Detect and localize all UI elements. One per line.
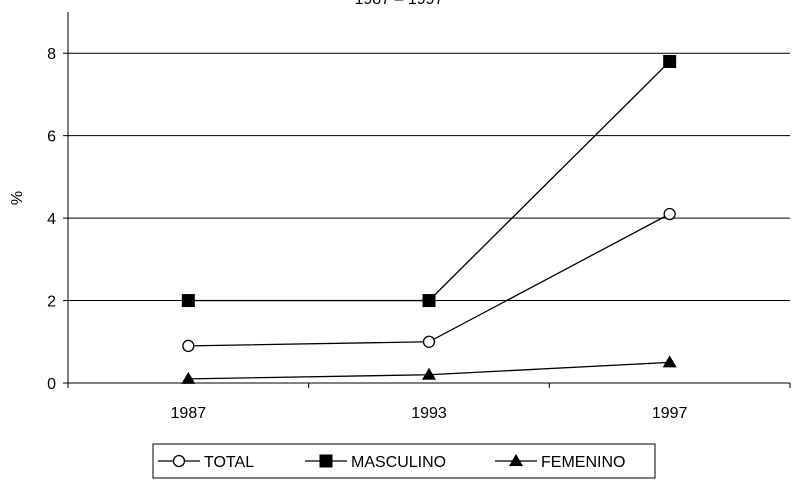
y-tick-label-8: 8 [47,46,56,63]
y-tick-labels: 0 2 4 6 8 [47,46,56,393]
x-tick-labels: 1987 1993 1997 [171,405,688,422]
point-masculino-1987 [181,294,195,308]
legend-box [152,443,656,479]
legend: TOTAL MASCULINO FEMENINO [152,443,656,479]
x-tick-label-1987: 1987 [171,405,207,422]
series-femenino [181,355,677,384]
y-tick-label-2: 2 [47,294,56,311]
legend-label-masculino: MASCULINO [351,454,446,471]
point-femenino-1997 [662,355,677,368]
x-tick-label-1997: 1997 [652,405,688,422]
series-group [181,54,677,384]
y-axis-label: % [9,191,26,205]
legend-entry-total: TOTAL [158,454,254,471]
point-total-1997 [663,207,676,221]
legend-marker-femenino [509,454,523,466]
gridlines [68,52,790,302]
point-total-1987 [182,339,195,353]
chart-title: 1987 – 1997 [355,0,444,8]
point-total-1993 [422,335,436,348]
x-tick-label-1993: 1993 [411,405,447,422]
series-line-masculino [188,61,671,302]
y-tick-label-0: 0 [47,376,56,393]
point-femenino-1993 [422,367,436,380]
legend-label-total: TOTAL [204,454,254,471]
legend-label-femenino: FEMENINO [541,454,625,471]
point-masculino-1993 [422,294,436,308]
y-tick-label-6: 6 [47,129,56,146]
y-tick-label-4: 4 [47,211,56,228]
legend-entry-femenino: FEMENINO [495,454,625,471]
series-line-total [188,213,670,347]
point-masculino-1997 [663,54,677,68]
legend-marker-masculino [319,454,333,468]
point-femenino-1987 [181,371,196,384]
legend-marker-total [172,454,186,468]
axes [63,12,791,388]
series-masculino [181,54,677,308]
series-total [182,207,676,353]
legend-entry-masculino: MASCULINO [305,454,446,471]
